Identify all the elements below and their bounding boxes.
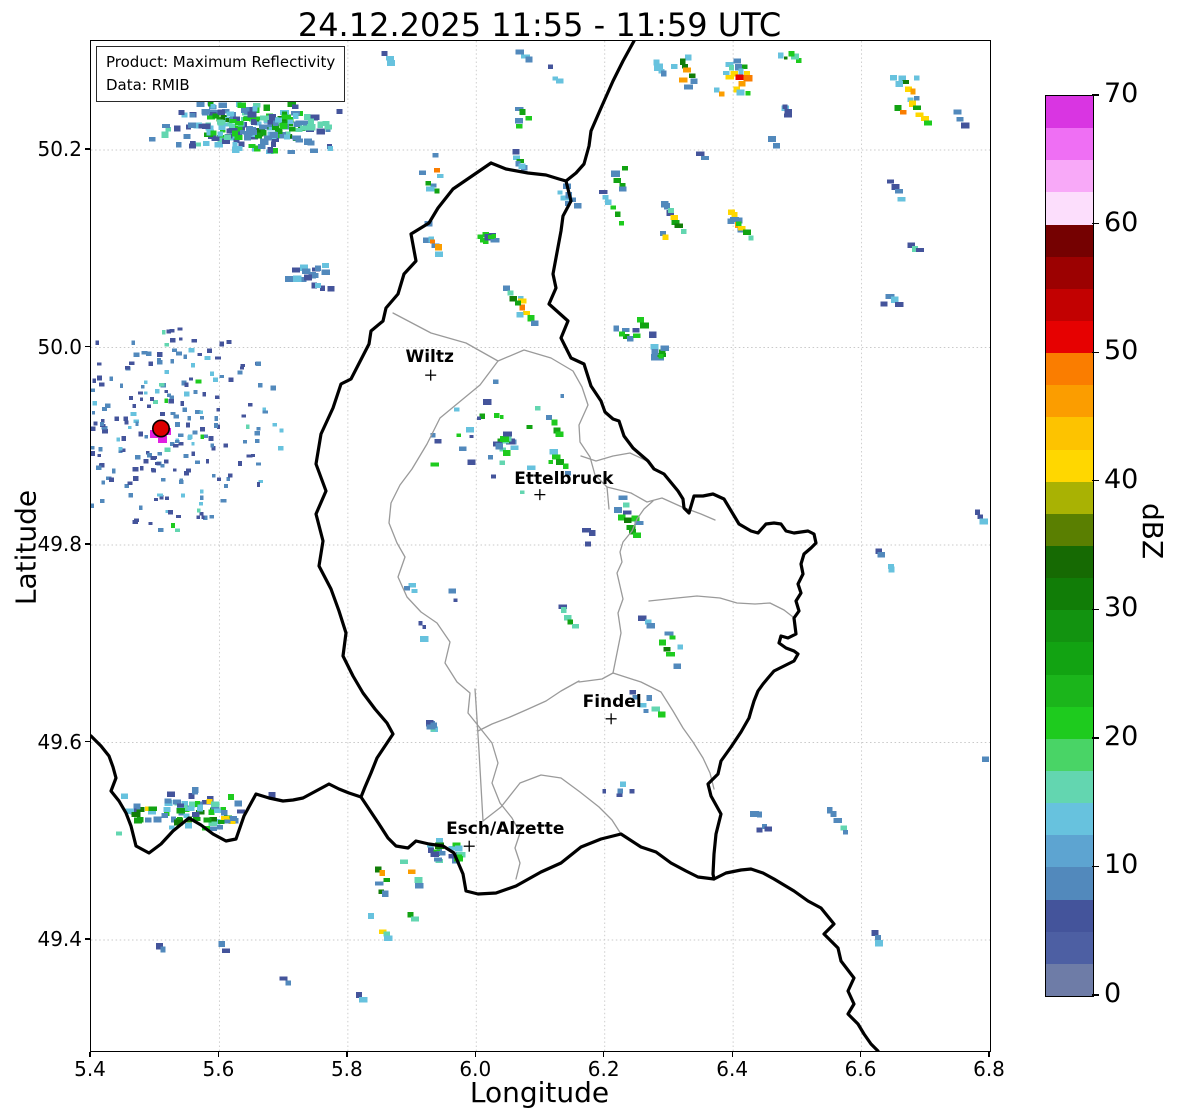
radar-echo-layer [91, 49, 989, 1003]
colorbar-segment [1046, 803, 1093, 836]
y-tick-label: 50.2 [37, 137, 82, 161]
x-tick-label: 6.0 [459, 1057, 492, 1081]
city-label: Ettelbruck [514, 468, 614, 489]
x-tick-label: 5.4 [74, 1057, 106, 1081]
city-markers-layer [425, 369, 617, 852]
colorbar-segment [1046, 224, 1093, 257]
x-tick-label: 6.8 [973, 1057, 1005, 1081]
y-tick-label: 50.0 [37, 334, 82, 359]
y-tick-label: 49.4 [37, 927, 82, 951]
city-label: Esch/Alzette [446, 819, 565, 840]
colorbar-segment [1046, 835, 1093, 868]
colorbar-label: dBZ [1136, 503, 1169, 560]
colorbar-tick-mark [1092, 222, 1099, 225]
colorbar-tick-mark [1092, 94, 1099, 96]
x-tick-mark [731, 1051, 733, 1057]
colorbar-tick-mark [1092, 994, 1099, 996]
city-marker [425, 369, 437, 381]
colorbar-tick-label: 40 [1104, 463, 1139, 495]
colorbar-segment [1046, 578, 1093, 611]
colorbar-segment [1046, 770, 1093, 804]
x-tick-mark [346, 1051, 348, 1057]
y-tick-mark [85, 740, 90, 743]
colorbar-segment [1046, 481, 1093, 514]
colorbar-segment [1046, 320, 1093, 354]
grid-layer [91, 41, 990, 1051]
product-info-box: Product: Maximum Reflectivity Data: RMIB [96, 46, 346, 102]
colorbar-tick-mark [1092, 865, 1099, 868]
colorbar-segment [1046, 417, 1093, 450]
map-plot-area [90, 40, 991, 1052]
colorbar-segment [1046, 610, 1093, 643]
colorbar-segment [1046, 674, 1093, 707]
colorbar-segment [1046, 513, 1093, 546]
colorbar-tick-label: 30 [1104, 592, 1139, 624]
x-tick-label: 6.2 [587, 1057, 620, 1081]
colorbar-tick-label: 60 [1104, 206, 1139, 238]
colorbar-segment [1046, 96, 1093, 129]
colorbar-segment [1046, 545, 1093, 579]
colorbar-segment [1046, 642, 1093, 675]
x-axis-label: Longitude [469, 1076, 610, 1109]
colorbar-segment [1046, 449, 1093, 482]
x-tick-mark [859, 1051, 862, 1057]
colorbar [1045, 95, 1094, 997]
x-tick-label: 6.4 [716, 1057, 749, 1081]
colorbar-tick-mark [1092, 480, 1099, 482]
colorbar-segment [1046, 931, 1093, 964]
colorbar-segment [1046, 963, 1093, 996]
colorbar-tick-label: 0 [1104, 978, 1122, 1009]
colorbar-segment [1046, 899, 1093, 932]
colorbar-tick-mark [1092, 737, 1099, 739]
colorbar-segment [1046, 288, 1093, 321]
colorbar-segment [1046, 256, 1093, 289]
city-marker [534, 489, 546, 501]
colorbar-segment [1046, 192, 1093, 225]
country-borders-layer [91, 41, 880, 1051]
colorbar-tick-label: 10 [1104, 849, 1139, 881]
x-tick-mark [603, 1051, 605, 1057]
colorbar-segment [1046, 160, 1093, 193]
district-borders-layer [388, 312, 794, 880]
x-tick-label: 5.6 [202, 1057, 235, 1081]
radar-site-marker [150, 419, 171, 443]
colorbar-tick-label: 50 [1104, 335, 1139, 367]
colorbar-segment [1046, 706, 1093, 739]
x-tick-label: 6.6 [844, 1057, 877, 1081]
colorbar-segment [1046, 128, 1093, 161]
colorbar-segment [1046, 738, 1093, 771]
x-tick-mark [474, 1051, 476, 1057]
y-tick-mark [85, 543, 90, 545]
x-tick-mark [988, 1051, 990, 1057]
radar-map-svg [91, 41, 990, 1051]
city-marker [605, 713, 617, 725]
colorbar-tick-label: 20 [1104, 720, 1139, 752]
y-tick-label: 49.6 [37, 729, 82, 754]
y-tick-mark [85, 345, 90, 348]
colorbar-segment [1046, 867, 1093, 900]
colorbar-tick-label: 70 [1104, 78, 1139, 109]
data-source-line: Data: RMIB [106, 75, 190, 94]
colorbar-segment [1046, 353, 1093, 386]
figure-title: 24.12.2025 11:55 - 11:59 UTC [297, 6, 782, 44]
colorbar-segment [1046, 385, 1093, 418]
colorbar-tick-mark [1092, 608, 1099, 610]
x-tick-label: 5.8 [330, 1057, 363, 1081]
x-tick-mark [89, 1051, 91, 1057]
city-label: Wiltz [405, 347, 454, 368]
colorbar-tick-mark [1092, 351, 1099, 353]
y-tick-mark [85, 938, 90, 940]
y-tick-mark [85, 148, 90, 150]
city-marker [463, 840, 475, 852]
product-line: Product: Maximum Reflectivity [106, 53, 336, 71]
x-tick-mark [217, 1051, 220, 1057]
city-label: Findel [582, 691, 642, 712]
y-tick-label: 49.8 [37, 532, 82, 556]
